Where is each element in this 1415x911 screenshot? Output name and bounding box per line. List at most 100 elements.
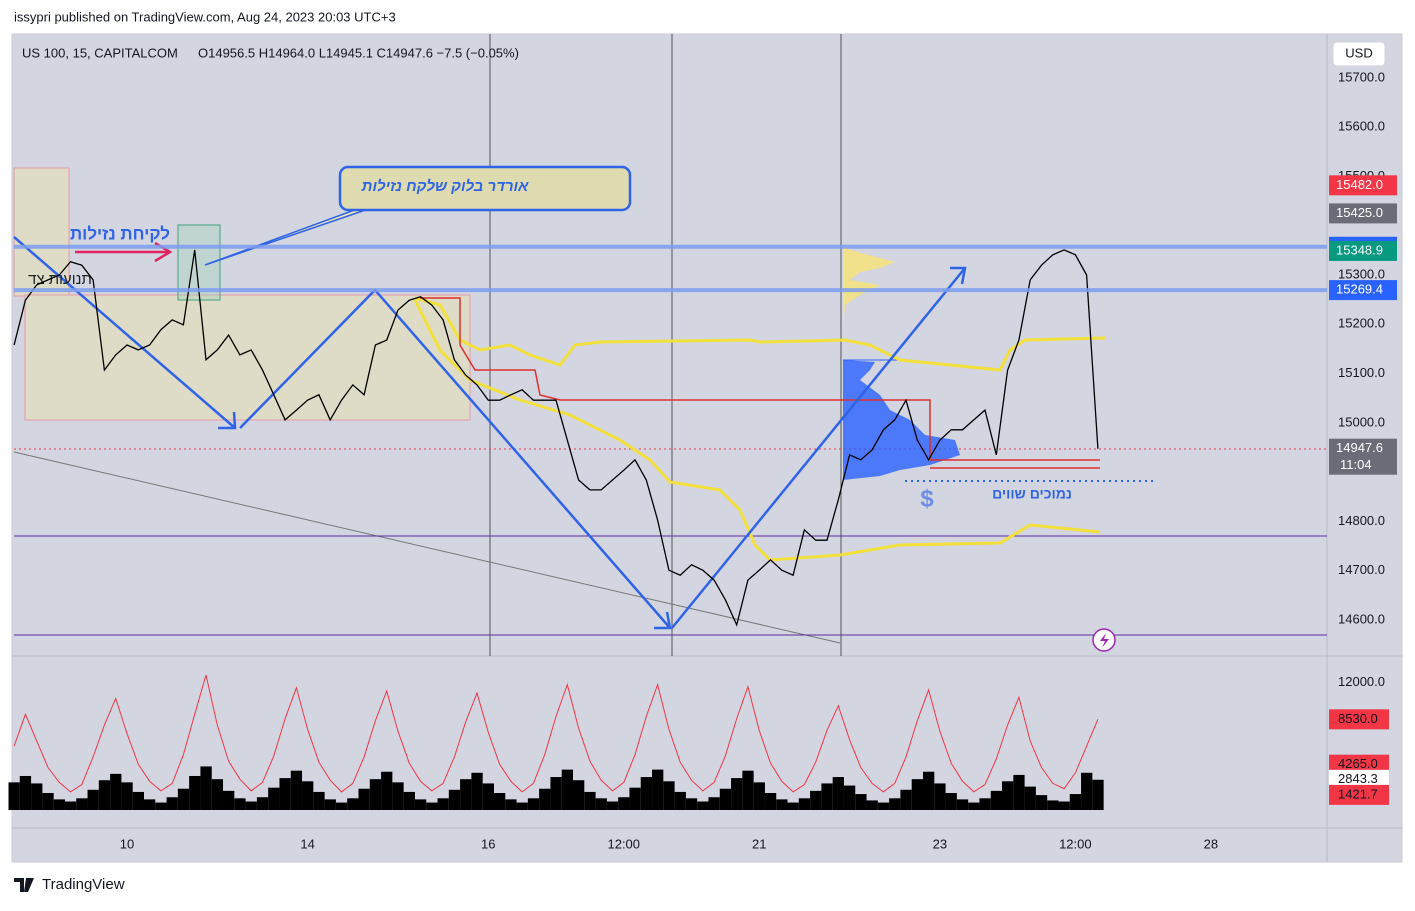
volume-bar bbox=[832, 777, 844, 810]
volume-bar bbox=[493, 792, 506, 810]
volume-bar bbox=[505, 799, 517, 810]
volume-bar bbox=[448, 789, 461, 810]
value-label: 1421.7 bbox=[1338, 786, 1378, 801]
volume-bar bbox=[121, 782, 133, 810]
volume-bar bbox=[426, 802, 438, 810]
volume-bar bbox=[731, 778, 743, 810]
y-tick-label: 12000.0 bbox=[1338, 674, 1385, 689]
volume-bar bbox=[685, 798, 698, 810]
volume-bar bbox=[200, 766, 212, 810]
volume-bar bbox=[87, 789, 99, 810]
y-tick-label: 15000.0 bbox=[1338, 414, 1385, 429]
volume-bar bbox=[155, 802, 167, 810]
volume-bar bbox=[234, 798, 246, 810]
volume-bar bbox=[956, 799, 969, 810]
volume-bar bbox=[764, 792, 777, 810]
volume-bar bbox=[640, 777, 653, 810]
volume-bar bbox=[245, 801, 257, 810]
volume-bar bbox=[132, 791, 144, 810]
price-label-box bbox=[1329, 280, 1397, 301]
volume-bar bbox=[776, 799, 788, 810]
volume-bar bbox=[31, 783, 43, 810]
price-label: 15348.9 bbox=[1336, 242, 1383, 257]
volume-bar bbox=[8, 782, 20, 810]
volume-bar bbox=[539, 788, 551, 810]
annotation: לקיחת נזילות bbox=[70, 224, 170, 243]
x-tick-label: 21 bbox=[752, 836, 766, 851]
y-tick-label: 15200.0 bbox=[1338, 316, 1385, 331]
x-tick-label: 28 bbox=[1204, 836, 1218, 851]
volume-bar bbox=[358, 788, 370, 810]
y-tick-label: 14700.0 bbox=[1338, 562, 1385, 577]
currency-button[interactable]: USD bbox=[1345, 45, 1372, 60]
value-label-box bbox=[1329, 754, 1389, 775]
price-label-box bbox=[1329, 175, 1397, 196]
price-label-box bbox=[1329, 203, 1397, 224]
session-lines bbox=[489, 34, 842, 656]
volume-bar bbox=[821, 783, 833, 810]
x-tick-label: 10 bbox=[120, 836, 134, 851]
volume-bar bbox=[798, 798, 811, 810]
volume-bar bbox=[866, 800, 878, 810]
volume-bar bbox=[663, 781, 675, 810]
volume-bar bbox=[1035, 795, 1048, 810]
volume-bar bbox=[64, 801, 77, 810]
volume-bar bbox=[143, 799, 156, 810]
volume-bar bbox=[855, 794, 867, 810]
annotation: $ bbox=[920, 485, 934, 512]
volume-bar bbox=[110, 773, 122, 810]
volume-bar bbox=[618, 797, 630, 810]
volume-bar bbox=[268, 787, 280, 810]
value-label-box bbox=[1329, 709, 1389, 730]
volume-bar bbox=[911, 779, 923, 810]
volume-bar bbox=[369, 779, 382, 810]
volume-bar bbox=[889, 798, 901, 810]
volume-bar bbox=[53, 799, 65, 810]
volume-bar bbox=[42, 792, 54, 810]
x-tick-label: 12:00 bbox=[607, 836, 640, 851]
volume-bar bbox=[843, 785, 856, 810]
y-tick-label: 15600.0 bbox=[1338, 119, 1385, 134]
volume-bar bbox=[719, 788, 732, 810]
volume-bar bbox=[279, 778, 291, 810]
volume-bar bbox=[381, 771, 393, 810]
volume-bar bbox=[697, 801, 709, 810]
price-label-box bbox=[1329, 438, 1397, 475]
volume-bar bbox=[437, 798, 449, 810]
x-tick-label: 16 bbox=[481, 836, 495, 851]
volume-bar bbox=[573, 780, 585, 810]
volume-bar bbox=[19, 775, 32, 810]
value-label-box bbox=[1329, 784, 1389, 805]
chart-frame bbox=[11, 33, 1403, 863]
y-tick-label: 15700.0 bbox=[1338, 69, 1385, 84]
volume-bar bbox=[606, 801, 619, 810]
volume-bar bbox=[652, 769, 664, 810]
x-tick-label: 23 bbox=[933, 836, 947, 851]
volume-bar bbox=[98, 780, 111, 810]
footer-brand: TradingView bbox=[42, 876, 125, 893]
volume-bar bbox=[1024, 786, 1036, 810]
volume-bar bbox=[414, 799, 427, 810]
volume-bar bbox=[516, 802, 528, 810]
volume-bar bbox=[900, 789, 912, 810]
x-tick-label: 12:00 bbox=[1059, 836, 1092, 851]
annotation: נמוכים שווים bbox=[992, 486, 1072, 502]
callout-text: אורדר בלוק שלקח נזילות bbox=[361, 178, 529, 195]
volume-bar bbox=[979, 798, 991, 810]
volume-bar bbox=[810, 790, 822, 810]
price-label: 15269.4 bbox=[1336, 282, 1383, 297]
volume-bar bbox=[674, 791, 686, 810]
price-label: 14947.6 bbox=[1336, 440, 1383, 455]
y-tick-label: 15300.0 bbox=[1338, 266, 1385, 281]
volume-bar bbox=[347, 798, 359, 810]
volume-bar bbox=[76, 798, 88, 810]
volume-bar bbox=[471, 772, 483, 810]
volume-bar bbox=[1092, 779, 1104, 810]
volume-bar bbox=[708, 797, 720, 810]
volume-bar bbox=[324, 799, 336, 810]
volume-bar bbox=[1069, 794, 1082, 810]
volume-bar bbox=[787, 802, 799, 810]
volume-bar bbox=[877, 802, 890, 810]
